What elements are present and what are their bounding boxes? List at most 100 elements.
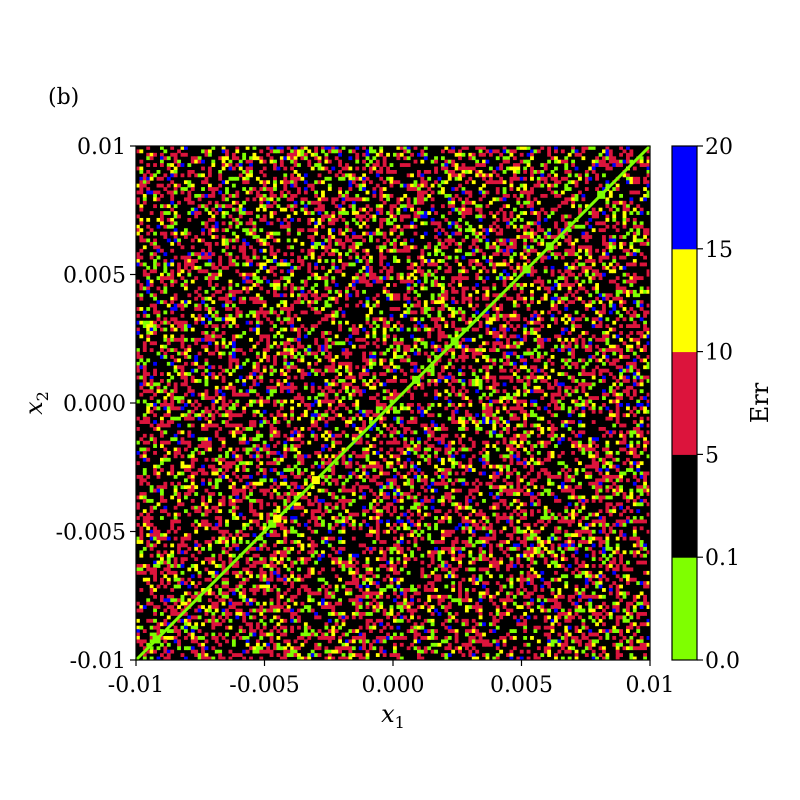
heatmap-cell [399, 588, 404, 592]
heatmap-cell [300, 560, 305, 565]
heatmap-cell [307, 498, 312, 503]
heatmap-cell [413, 327, 418, 332]
heatmap-cell [351, 636, 356, 640]
heatmap-cell [156, 276, 161, 281]
heatmap-cell [293, 492, 298, 496]
heatmap-cell [163, 457, 168, 462]
heatmap-cell [177, 618, 181, 623]
heatmap-cell [255, 588, 260, 592]
heatmap-cell [238, 423, 243, 428]
heatmap-cell [228, 601, 233, 606]
heatmap-cell [173, 293, 178, 298]
heatmap-cell [242, 286, 247, 291]
heatmap-cell [372, 193, 377, 198]
heatmap-cell [379, 629, 384, 633]
heatmap-cell [146, 152, 151, 157]
heatmap-cell [290, 584, 295, 589]
heatmap-cell [194, 471, 199, 476]
heatmap-cell [300, 577, 305, 582]
heatmap-cell [197, 269, 202, 274]
heatmap-cell [170, 588, 175, 592]
heatmap-cell [273, 502, 277, 507]
heatmap-cell [139, 248, 144, 253]
heatmap-cell [375, 461, 380, 466]
heatmap-cell [279, 618, 284, 623]
heatmap-cell [238, 289, 243, 294]
heatmap-cell [382, 396, 387, 400]
heatmap-cell [225, 409, 229, 414]
heatmap-cell [231, 156, 236, 161]
heatmap-cell [207, 546, 212, 551]
heatmap-cell [136, 279, 140, 284]
heatmap-cell [231, 385, 236, 390]
heatmap-cell [201, 149, 205, 154]
heatmap-cell [266, 588, 271, 592]
heatmap-cell [290, 265, 295, 270]
heatmap-cell [348, 591, 353, 596]
heatmap-cell [276, 567, 281, 572]
heatmap-cell [149, 591, 154, 596]
heatmap-cell [410, 608, 414, 613]
heatmap-cell [341, 313, 346, 318]
heatmap-cell [334, 406, 339, 411]
heatmap-cell [194, 519, 199, 524]
heatmap-cell [242, 588, 247, 592]
heatmap-cell [303, 495, 308, 500]
heatmap-cell [331, 625, 336, 630]
heatmap-cell [269, 327, 274, 332]
heatmap-cell [221, 214, 226, 219]
heatmap-cell [369, 255, 373, 260]
heatmap-cell [269, 423, 274, 428]
heatmap-cell [266, 355, 271, 359]
heatmap-cell [348, 502, 353, 507]
heatmap-cell [389, 317, 394, 322]
heatmap-cell [187, 231, 192, 236]
heatmap-cell [379, 519, 384, 524]
heatmap-cell [403, 241, 408, 246]
heatmap-cell [187, 512, 192, 517]
heatmap-cell [194, 259, 199, 263]
heatmap-cell [297, 591, 301, 596]
heatmap-cell [153, 488, 157, 493]
heatmap-cell [300, 372, 305, 376]
heatmap-cell [279, 310, 284, 315]
heatmap-cell [149, 255, 154, 260]
heatmap-cell [372, 331, 377, 335]
heatmap-cell [379, 211, 384, 215]
heatmap-cell [149, 379, 154, 383]
heatmap-cell [259, 543, 264, 548]
heatmap-cell [327, 536, 332, 541]
heatmap-cell [262, 183, 267, 188]
heatmap-cell [403, 149, 408, 154]
heatmap-cell [266, 146, 271, 150]
heatmap-cell [358, 300, 363, 305]
heatmap-cell [259, 605, 264, 609]
heatmap-cell [242, 262, 247, 267]
heatmap-cell [331, 252, 336, 257]
heatmap-cell [170, 570, 175, 575]
heatmap-cell [163, 187, 168, 191]
heatmap-cell [156, 286, 161, 291]
heatmap-cell [341, 564, 346, 568]
heatmap-cell [358, 474, 363, 479]
heatmap-cell [341, 396, 346, 400]
heatmap-cell [269, 385, 274, 390]
heatmap-cell [386, 348, 390, 352]
heatmap-cell [218, 272, 223, 277]
heatmap-cell [166, 379, 171, 383]
heatmap-cell [355, 433, 360, 438]
heatmap-cell [300, 286, 305, 291]
heatmap-cell [389, 636, 394, 640]
heatmap-cell [259, 498, 264, 503]
heatmap-cell [334, 502, 339, 507]
heatmap-cell [403, 512, 408, 517]
heatmap-cell [345, 303, 349, 308]
heatmap-cell [283, 176, 288, 181]
heatmap-cell [255, 235, 260, 239]
heatmap-cell [207, 437, 212, 442]
heatmap-cell [180, 255, 185, 260]
heatmap-cell [396, 461, 401, 466]
heatmap-cell [372, 591, 377, 596]
heatmap-cell [183, 591, 188, 596]
heatmap-cell [262, 522, 267, 527]
